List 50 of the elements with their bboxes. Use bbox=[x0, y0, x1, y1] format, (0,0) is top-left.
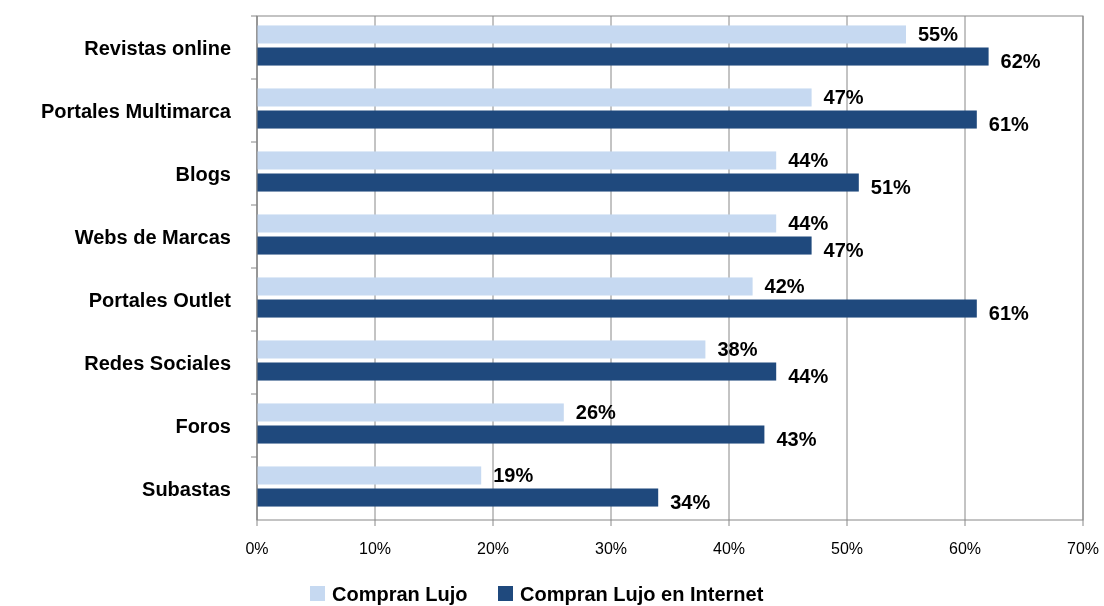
x-tick-label: 60% bbox=[948, 540, 982, 557]
bar bbox=[257, 340, 706, 359]
x-tick-label: 50% bbox=[830, 540, 864, 557]
data-label: 47% bbox=[823, 238, 864, 261]
data-label: 19% bbox=[493, 464, 534, 487]
x-tick-label: 0% bbox=[245, 540, 269, 557]
bar bbox=[257, 151, 777, 170]
legend-label: Compran Lujo bbox=[332, 583, 468, 605]
data-label: 34% bbox=[670, 490, 711, 513]
data-label: 47% bbox=[823, 86, 864, 109]
data-label: 51% bbox=[870, 175, 912, 198]
y-tick-label: Redes Sociales bbox=[84, 351, 231, 374]
x-tick-label: 30% bbox=[594, 540, 628, 557]
x-tick-label: 70% bbox=[1066, 540, 1100, 557]
bar bbox=[257, 466, 482, 485]
data-label: 43% bbox=[776, 427, 817, 450]
y-tick-label: Subastas bbox=[142, 477, 231, 500]
data-label: 62% bbox=[1000, 49, 1041, 72]
data-label: 61% bbox=[988, 301, 1030, 324]
bar bbox=[257, 88, 812, 107]
data-label: 44% bbox=[788, 212, 829, 235]
bar bbox=[257, 299, 977, 318]
bar bbox=[257, 25, 906, 44]
y-tick-label: Webs de Marcas bbox=[74, 225, 231, 248]
data-label: 61% bbox=[988, 112, 1030, 135]
data-label: 44% bbox=[788, 364, 829, 387]
bar bbox=[257, 362, 777, 381]
bar bbox=[257, 425, 765, 444]
data-label: 26% bbox=[575, 401, 617, 424]
y-tick-label: Portales Outlet bbox=[88, 288, 232, 311]
y-tick-label: Revistas online bbox=[84, 36, 231, 59]
bar bbox=[257, 403, 564, 422]
legend-label: Compran Lujo en Internet bbox=[520, 583, 764, 605]
y-tick-label: Foros bbox=[175, 414, 231, 437]
y-tick-label: Blogs bbox=[175, 162, 231, 185]
x-tick-label: 20% bbox=[476, 540, 510, 557]
bar bbox=[257, 110, 977, 129]
bar bbox=[257, 173, 859, 192]
data-label: 38% bbox=[717, 338, 758, 361]
x-tick-label: 10% bbox=[358, 540, 392, 557]
data-label: 42% bbox=[764, 275, 805, 298]
data-label: 55% bbox=[918, 23, 959, 46]
x-tick-label: 40% bbox=[712, 540, 746, 557]
y-tick-label: Portales Multimarca bbox=[40, 99, 232, 122]
bar bbox=[257, 277, 753, 296]
bar bbox=[257, 214, 777, 233]
bar bbox=[257, 488, 659, 507]
bar bbox=[257, 236, 812, 255]
bar bbox=[257, 47, 989, 66]
data-label: 44% bbox=[788, 149, 829, 172]
